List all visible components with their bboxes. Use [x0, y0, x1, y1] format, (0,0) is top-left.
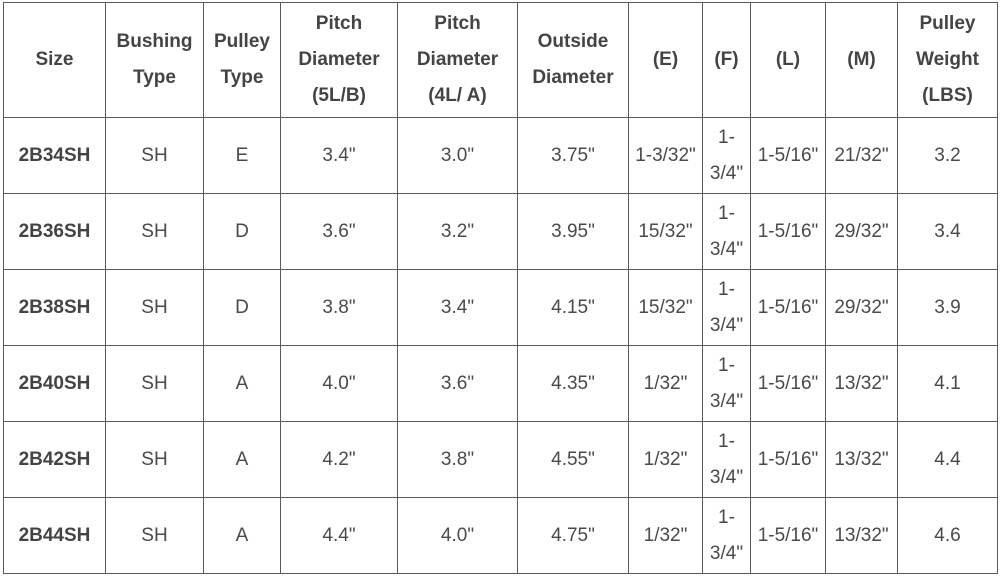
table-cell: 1-3/4" — [702, 345, 751, 422]
table-cell: 1-3/4" — [702, 117, 751, 194]
header-cell: Outside Diameter — [517, 2, 629, 118]
table-cell: 3.8" — [280, 269, 398, 346]
table-cell: 4.0" — [397, 497, 518, 574]
header-cell: (M) — [825, 2, 898, 118]
table-cell: 15/32" — [628, 269, 703, 346]
table-cell: 1-5/16" — [750, 421, 826, 498]
table-cell: 3.2 — [897, 117, 998, 194]
table-cell: SH — [105, 497, 204, 574]
table-cell: 4.55" — [517, 421, 629, 498]
table-cell: SH — [105, 421, 204, 498]
table-cell: 1-3/32" — [628, 117, 703, 194]
table-cell: 3.6" — [280, 193, 398, 270]
table-cell: 3.4" — [280, 117, 398, 194]
table-cell: A — [203, 345, 281, 422]
table-cell: 2B36SH — [3, 193, 106, 270]
table-cell: 4.1 — [897, 345, 998, 422]
table-cell: 3.4 — [897, 193, 998, 270]
table-cell: 2B40SH — [3, 345, 106, 422]
table-cell: 15/32" — [628, 193, 703, 270]
table-cell: 13/32" — [825, 497, 898, 574]
table-cell: 3.75" — [517, 117, 629, 194]
table-cell: A — [203, 497, 281, 574]
table-row: 2B34SH SH E 3.4" 3.0" 3.75" 1-3/32" 1-3/4" 1-5/1… — [3, 117, 998, 194]
spec-table: Size Bushing Type Pulley Type Pitch Diamete… — [3, 2, 998, 574]
table-cell: E — [203, 117, 281, 194]
table-cell: 3.6" — [397, 345, 518, 422]
table-cell: 4.2" — [280, 421, 398, 498]
table-cell: 1-5/16" — [750, 117, 826, 194]
table-cell: 1-5/16" — [750, 193, 826, 270]
table-cell: 1-3/4" — [702, 269, 751, 346]
table-row: 2B40SH SH A 4.0" 3.6" 4.35" 1/32" 1-3/4" 1-5/16"… — [3, 345, 998, 422]
table-body: 2B34SH SH E 3.4" 3.0" 3.75" 1-3/32" 1-3/4" 1-5/1… — [3, 117, 998, 574]
header-cell: Pitch Diameter (5L/B) — [280, 2, 398, 118]
header-cell: (L) — [750, 2, 826, 118]
header-row: Size Bushing Type Pulley Type Pitch Diamete… — [3, 2, 998, 118]
table-cell: 4.75" — [517, 497, 629, 574]
table-cell: 3.4" — [397, 269, 518, 346]
table-cell: 1-3/4" — [702, 497, 751, 574]
header-cell: Pulley Type — [203, 2, 281, 118]
table-cell: 1/32" — [628, 345, 703, 422]
table-cell: 2B38SH — [3, 269, 106, 346]
table-cell: 21/32" — [825, 117, 898, 194]
table-cell: D — [203, 193, 281, 270]
table-cell: 2B42SH — [3, 421, 106, 498]
table-cell: 4.6 — [897, 497, 998, 574]
table-cell: 1/32" — [628, 497, 703, 574]
table-cell: 4.0" — [280, 345, 398, 422]
table-cell: 29/32" — [825, 269, 898, 346]
table-cell: 3.9 — [897, 269, 998, 346]
table-cell: 1-5/16" — [750, 269, 826, 346]
header-cell: Size — [3, 2, 106, 118]
table-row: 2B38SH SH D 3.8" 3.4" 4.15" 15/32" 1-3/4" 1-5/16… — [3, 269, 998, 346]
table-cell: 29/32" — [825, 193, 898, 270]
header-cell: Pitch Diameter (4L/ A) — [397, 2, 518, 118]
table-cell: SH — [105, 345, 204, 422]
table-cell: 4.15" — [517, 269, 629, 346]
table-cell: 13/32" — [825, 421, 898, 498]
header-cell: (E) — [628, 2, 703, 118]
table-cell: 13/32" — [825, 345, 898, 422]
table-cell: 4.35" — [517, 345, 629, 422]
table-cell: 3.2" — [397, 193, 518, 270]
header-cell: Bushing Type — [105, 2, 204, 118]
table-row: 2B44SH SH A 4.4" 4.0" 4.75" 1/32" 1-3/4" 1-5/16"… — [3, 497, 998, 574]
table-cell: 1-5/16" — [750, 345, 826, 422]
table-cell: 3.95" — [517, 193, 629, 270]
table-cell: 1-3/4" — [702, 193, 751, 270]
table-cell: 1/32" — [628, 421, 703, 498]
table-cell: 2B44SH — [3, 497, 106, 574]
table-cell: SH — [105, 269, 204, 346]
table-row: 2B42SH SH A 4.2" 3.8" 4.55" 1/32" 1-3/4" 1-5/16"… — [3, 421, 998, 498]
table-cell: 2B34SH — [3, 117, 106, 194]
header-cell: (F) — [702, 2, 751, 118]
table-row: 2B36SH SH D 3.6" 3.2" 3.95" 15/32" 1-3/4" 1-5/16… — [3, 193, 998, 270]
table-cell: SH — [105, 117, 204, 194]
table-cell: 3.8" — [397, 421, 518, 498]
table-cell: 1-5/16" — [750, 497, 826, 574]
table-cell: 3.0" — [397, 117, 518, 194]
table-cell: 1-3/4" — [702, 421, 751, 498]
table-cell: A — [203, 421, 281, 498]
table-cell: 4.4" — [280, 497, 398, 574]
header-cell: Pulley Weight (LBS) — [897, 2, 998, 118]
table-cell: D — [203, 269, 281, 346]
table-cell: SH — [105, 193, 204, 270]
table-cell: 4.4 — [897, 421, 998, 498]
